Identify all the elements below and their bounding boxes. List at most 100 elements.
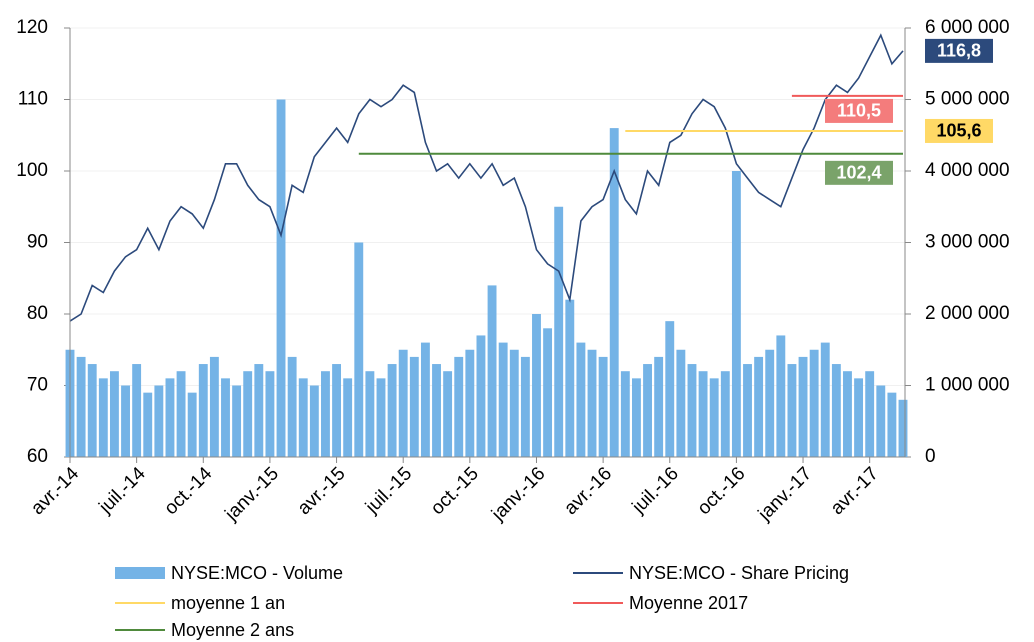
x-tick-label: janv.-15 bbox=[221, 463, 283, 525]
volume-bar bbox=[343, 378, 353, 457]
x-tick-label: oct.-16 bbox=[694, 463, 750, 519]
x-tick-label: avr.-14 bbox=[27, 463, 83, 519]
volume-bar bbox=[287, 356, 297, 457]
y2-tick-label: 1 000 000 bbox=[925, 375, 1010, 396]
volume-bar bbox=[487, 285, 497, 457]
volume-bar bbox=[498, 342, 508, 457]
volume-bar bbox=[365, 371, 375, 457]
x-tick-label: avr.-15 bbox=[294, 463, 350, 519]
value-label: 116,8 bbox=[937, 41, 981, 61]
volume-bar bbox=[576, 342, 586, 457]
volume-bar bbox=[720, 371, 730, 457]
volume-bar bbox=[820, 342, 830, 457]
y2-tick-label: 4 000 000 bbox=[925, 160, 1010, 181]
value-label: 105,6 bbox=[936, 121, 981, 141]
y2-tick-label: 5 000 000 bbox=[925, 89, 1010, 110]
value-label-box bbox=[825, 160, 893, 185]
x-tick-label: janv.-17 bbox=[754, 463, 816, 525]
volume-bar bbox=[465, 349, 475, 457]
volume-bar bbox=[154, 385, 164, 457]
volume-bar bbox=[887, 392, 897, 457]
volume-bar bbox=[898, 399, 908, 457]
legend-label: moyenne 1 an bbox=[171, 593, 285, 613]
y-tick-label: 90 bbox=[27, 232, 48, 253]
volume-bar bbox=[454, 356, 464, 457]
volume-bar bbox=[654, 356, 664, 457]
value-label-box bbox=[925, 38, 993, 63]
volume-bar bbox=[565, 299, 575, 457]
volume-bar bbox=[309, 385, 319, 457]
volume-bar bbox=[876, 385, 886, 457]
volume-bar bbox=[532, 314, 541, 457]
volume-bar bbox=[509, 349, 519, 457]
volume-bar bbox=[554, 206, 564, 457]
volume-bar bbox=[232, 385, 242, 457]
y-tick-label: 110 bbox=[18, 89, 48, 110]
y-tick-label: 120 bbox=[16, 17, 48, 38]
legend-label: NYSE:MCO - Share Pricing bbox=[629, 563, 849, 583]
volume-bar bbox=[121, 385, 130, 457]
volume-bar bbox=[221, 378, 230, 457]
volume-bar bbox=[543, 328, 553, 457]
volume-bar bbox=[187, 392, 197, 457]
value-label: 102,4 bbox=[836, 163, 881, 183]
volume-bar bbox=[398, 349, 408, 457]
volume-bar bbox=[609, 128, 619, 457]
volume-bar bbox=[665, 321, 675, 457]
y2-tick-label: 0 bbox=[925, 446, 936, 467]
volume-bar bbox=[709, 378, 719, 457]
volume-bar bbox=[754, 356, 764, 457]
volume-bar bbox=[76, 356, 86, 457]
y2-tick-label: 2 000 000 bbox=[925, 303, 1010, 324]
x-tick-label: juil.-14 bbox=[95, 463, 150, 518]
volume-bar bbox=[409, 356, 419, 457]
y2-tick-label: 6 000 000 bbox=[925, 17, 1010, 38]
legend-label: NYSE:MCO - Volume bbox=[171, 563, 343, 583]
x-tick-label: juil.-16 bbox=[628, 463, 683, 518]
volume-bar bbox=[265, 371, 275, 457]
volume-bar bbox=[243, 371, 253, 457]
value-label: 110,5 bbox=[837, 101, 881, 121]
volume-bar bbox=[631, 378, 641, 457]
volume-bar bbox=[254, 364, 264, 457]
volume-bar bbox=[620, 371, 630, 457]
y-tick-label: 70 bbox=[27, 375, 48, 396]
volume-bar bbox=[387, 364, 397, 457]
volume-bar bbox=[520, 356, 530, 457]
volume-bar bbox=[676, 349, 686, 457]
volume-bar bbox=[87, 364, 97, 457]
volume-bar bbox=[432, 364, 441, 457]
x-tick-label: oct.-14 bbox=[160, 463, 216, 519]
volume-bar bbox=[354, 242, 364, 457]
volume-bar bbox=[643, 364, 652, 457]
volume-bar bbox=[476, 335, 486, 457]
volume-bar bbox=[687, 364, 697, 457]
volume-bar bbox=[176, 371, 186, 457]
volume-bar bbox=[298, 378, 308, 457]
volume-bar bbox=[209, 356, 219, 457]
volume-bar bbox=[132, 364, 142, 457]
x-tick-label: oct.-15 bbox=[427, 463, 483, 519]
volume-bar bbox=[854, 378, 864, 457]
volume-bar bbox=[165, 378, 175, 457]
volume-bar bbox=[809, 349, 819, 457]
value-label-box bbox=[825, 98, 893, 123]
legend-label: Moyenne 2017 bbox=[629, 593, 748, 613]
volume-bar bbox=[843, 371, 852, 457]
volume-bar bbox=[98, 378, 108, 457]
volume-bar bbox=[376, 378, 386, 457]
volume-bar bbox=[776, 335, 786, 457]
volume-bar bbox=[109, 371, 119, 457]
volume-bar bbox=[765, 349, 775, 457]
volume-bar bbox=[443, 371, 453, 457]
volume-bar bbox=[321, 371, 330, 457]
volume-bar bbox=[143, 392, 153, 457]
volume-bar bbox=[198, 364, 208, 457]
y-tick-label: 60 bbox=[27, 446, 48, 467]
volume-bar bbox=[332, 364, 342, 457]
volume-bar bbox=[865, 371, 875, 457]
x-tick-label: juil.-15 bbox=[361, 463, 416, 518]
volume-bar bbox=[798, 356, 808, 457]
volume-bar bbox=[587, 349, 597, 457]
